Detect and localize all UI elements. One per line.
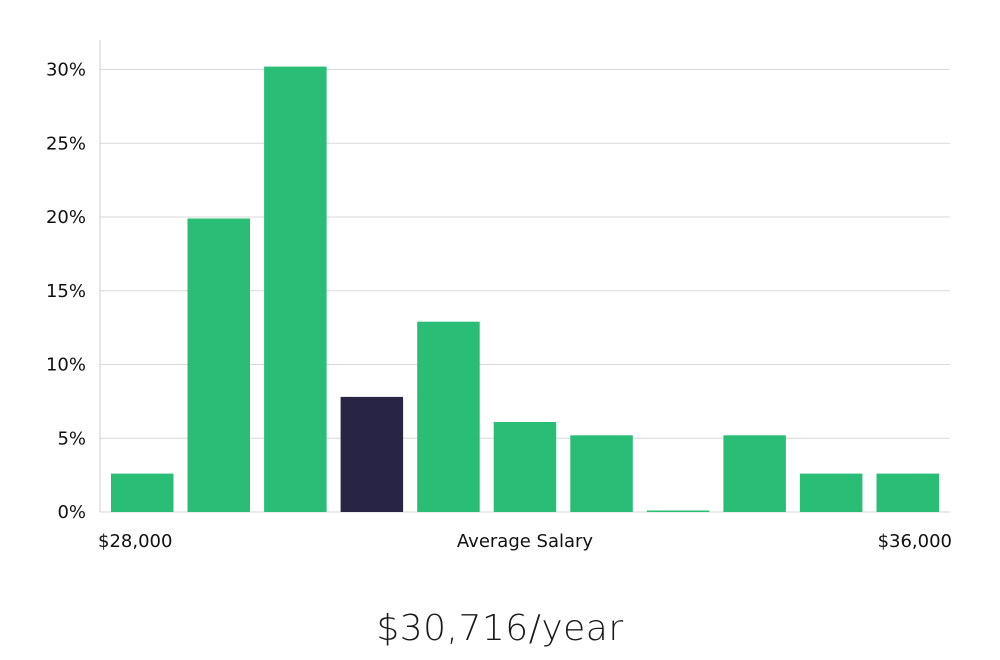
- bar: [187, 218, 250, 512]
- bar: [876, 473, 939, 512]
- x-min-label: $28,000: [98, 531, 172, 552]
- bar: [264, 66, 327, 512]
- salary-histogram: 0% 5% 10% 15% 20% 25% 30% $28,000 Average Sala…: [46, 40, 952, 552]
- bars: [111, 66, 939, 512]
- bar: [570, 435, 633, 512]
- y-tick-label: 30%: [46, 60, 86, 81]
- y-tick-label: 10%: [46, 355, 86, 376]
- y-tick-label: 20%: [46, 207, 86, 228]
- bar: [111, 473, 174, 512]
- y-tick-label: 25%: [46, 133, 86, 154]
- bar: [493, 422, 557, 512]
- highlighted-bar: [340, 396, 404, 512]
- y-tick-label: 0%: [57, 502, 86, 523]
- x-axis-labels: $28,000 Average Salary $36,000: [98, 531, 952, 552]
- x-axis-title: Average Salary: [457, 531, 594, 552]
- bar: [799, 473, 863, 512]
- y-tick-labels: 0% 5% 10% 15% 20% 25% 30%: [46, 60, 86, 524]
- bar: [417, 321, 480, 512]
- y-tick-label: 5%: [57, 428, 86, 449]
- bar: [723, 435, 786, 512]
- x-max-label: $36,000: [878, 531, 952, 552]
- y-tick-label: 15%: [46, 281, 86, 302]
- bar: [646, 510, 710, 512]
- average-salary-value: $30,716/year: [376, 608, 624, 649]
